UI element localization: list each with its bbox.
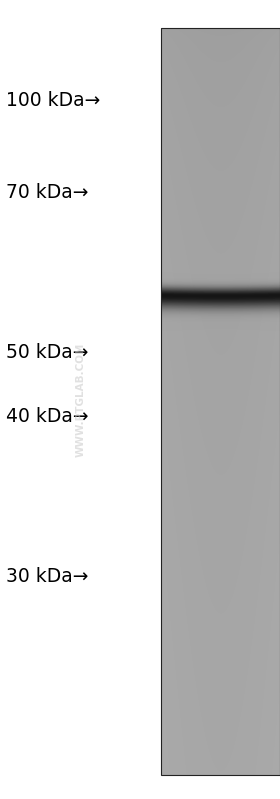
Text: 40 kDa→: 40 kDa→ bbox=[6, 407, 88, 426]
Text: WWW.PTGLAB.COM: WWW.PTGLAB.COM bbox=[76, 342, 85, 457]
Text: 30 kDa→: 30 kDa→ bbox=[6, 566, 88, 586]
Text: 50 kDa→: 50 kDa→ bbox=[6, 343, 88, 361]
Bar bbox=[161, 28, 280, 775]
Text: 70 kDa→: 70 kDa→ bbox=[6, 182, 88, 201]
Text: 100 kDa→: 100 kDa→ bbox=[6, 90, 100, 109]
